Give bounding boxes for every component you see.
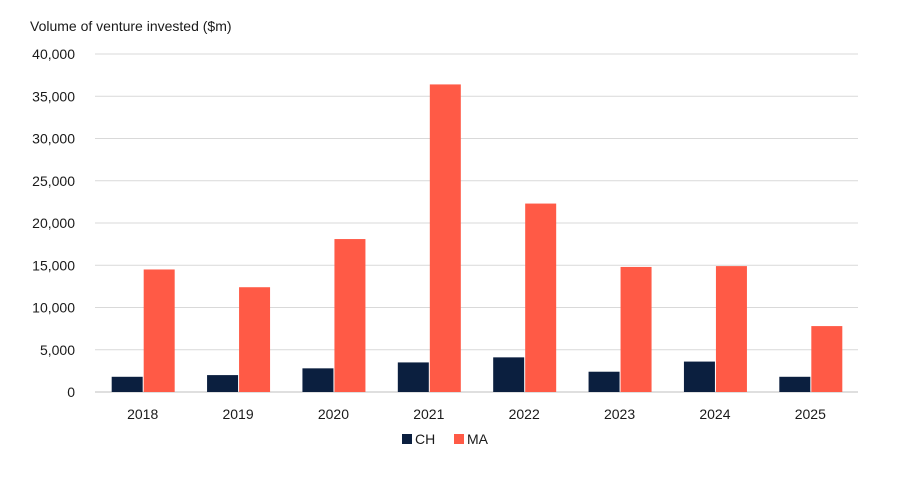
x-tick-label: 2025 <box>795 406 826 422</box>
legend-swatch-ch <box>402 434 412 444</box>
bar-ma <box>525 203 557 392</box>
x-tick-label: 2022 <box>509 406 540 422</box>
bar-ch <box>397 362 429 392</box>
legend-label-ch: CH <box>415 431 435 447</box>
y-tick-label: 0 <box>67 384 75 400</box>
x-tick-label: 2019 <box>222 406 253 422</box>
bar-ma <box>620 266 652 392</box>
legend-swatch-ma <box>454 434 464 444</box>
y-tick-label: 35,000 <box>32 88 75 104</box>
y-tick-label: 40,000 <box>32 46 75 62</box>
bar-ma <box>334 239 366 392</box>
bar-ch <box>207 375 239 392</box>
x-tick-label: 2018 <box>127 406 158 422</box>
bar-ch <box>588 371 620 392</box>
x-tick-label: 2024 <box>699 406 730 422</box>
y-tick-label: 25,000 <box>32 173 75 189</box>
x-tick-label: 2021 <box>413 406 444 422</box>
bar-ch <box>493 357 525 392</box>
y-tick-label: 5,000 <box>40 342 75 358</box>
legend-label-ma: MA <box>467 431 489 447</box>
y-tick-label: 10,000 <box>32 300 75 316</box>
x-tick-label: 2023 <box>604 406 635 422</box>
bar-ma <box>143 269 175 392</box>
bar-ma <box>715 266 747 392</box>
bar-ma <box>811 326 843 392</box>
bar-ch <box>111 376 143 392</box>
bar-ma <box>239 287 271 392</box>
bar-ch <box>683 361 715 392</box>
y-tick-label: 20,000 <box>32 215 75 231</box>
x-tick-label: 2020 <box>318 406 349 422</box>
y-tick-label: 30,000 <box>32 131 75 147</box>
bar-ma <box>429 84 461 393</box>
chart-title: Volume of venture invested ($m) <box>30 18 232 34</box>
bar-ch <box>302 368 334 392</box>
y-tick-label: 15,000 <box>32 257 75 273</box>
bar-ch <box>779 376 811 392</box>
